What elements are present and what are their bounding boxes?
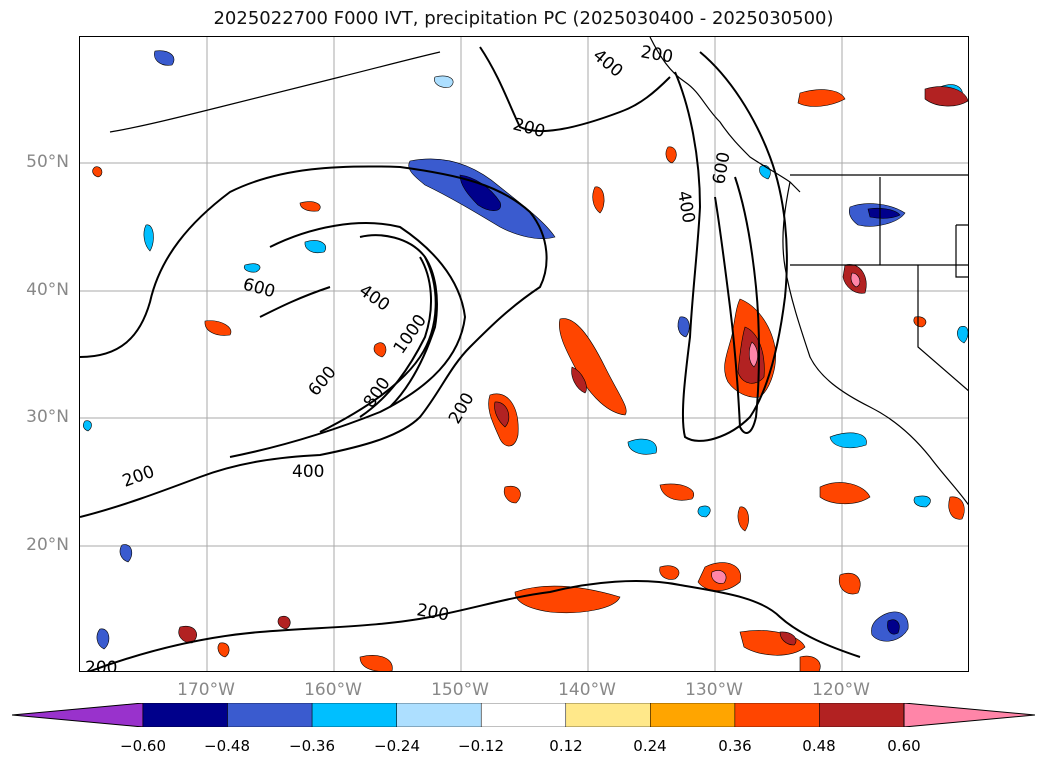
colorbar-swatch <box>819 703 905 727</box>
precip-positive-patches <box>92 86 968 671</box>
lon-label: 150°W <box>431 680 489 700</box>
colorbar-tick: −0.60 <box>120 737 166 755</box>
colorbar-swatches <box>12 703 1035 727</box>
colorbar-extend-min <box>12 703 144 727</box>
ivt-contours <box>80 46 861 671</box>
contour-label: 400 <box>292 462 324 482</box>
lat-label: 30°N <box>26 407 69 427</box>
colorbar-tick: −0.36 <box>289 737 335 755</box>
contour-label: 400 <box>355 281 393 316</box>
colorbar-tick: −0.12 <box>458 737 504 755</box>
coastlines <box>109 37 968 506</box>
colorbar-swatch <box>734 703 820 727</box>
lat-label: 20°N <box>26 535 69 555</box>
contour-label: 600 <box>709 150 734 185</box>
colorbar-swatch <box>480 703 567 727</box>
colorbar-tick: 0.12 <box>549 737 583 755</box>
contour-label: 400 <box>589 46 627 82</box>
contour-label: 200 <box>445 389 479 427</box>
colorbar-tick: 0.36 <box>718 737 752 755</box>
contour-label: 200 <box>415 600 450 625</box>
lon-label: 140°W <box>558 680 616 700</box>
contour-label: 200 <box>639 42 674 67</box>
colorbar-extend-max <box>903 703 1035 727</box>
colorbar-swatch <box>396 703 482 727</box>
contour-label: 200 <box>85 658 117 672</box>
contour-label-group: 200 200 200 200 200 200 400 400 400 400 … <box>85 42 735 672</box>
graticule <box>80 37 968 671</box>
colorbar-tick: −0.48 <box>204 737 250 755</box>
colorbar-swatch <box>565 703 651 727</box>
map-canvas: 200 200 200 200 200 200 400 400 400 400 … <box>80 37 968 672</box>
colorbar-swatch <box>142 703 228 727</box>
map-panel[interactable]: 200 200 200 200 200 200 400 400 400 400 … <box>79 36 969 672</box>
colorbar <box>12 703 1035 727</box>
contour-label: 400 <box>673 189 698 224</box>
contour-label: 600 <box>241 275 278 303</box>
precip-negative-patches <box>83 50 968 650</box>
lat-label: 40°N <box>26 280 69 300</box>
colorbar-tick: 0.48 <box>802 737 836 755</box>
colorbar-tick: 0.24 <box>633 737 667 755</box>
lon-label: 120°W <box>812 680 870 700</box>
lon-label: 160°W <box>304 680 362 700</box>
colorbar-tick: −0.24 <box>374 737 420 755</box>
lon-label: 130°W <box>685 680 743 700</box>
colorbar-swatch <box>227 703 313 727</box>
figure-title: 2025022700 F000 IVT, precipitation PC (2… <box>213 8 834 29</box>
colorbar-tick: 0.60 <box>887 737 921 755</box>
contour-label: 200 <box>120 462 157 492</box>
colorbar-swatch <box>311 703 397 727</box>
lat-label: 50°N <box>26 152 69 172</box>
colorbar-swatch <box>650 703 736 727</box>
contour-label: 600 <box>305 362 341 400</box>
contour-label: 200 <box>511 115 548 143</box>
lon-label: 170°W <box>177 680 235 700</box>
